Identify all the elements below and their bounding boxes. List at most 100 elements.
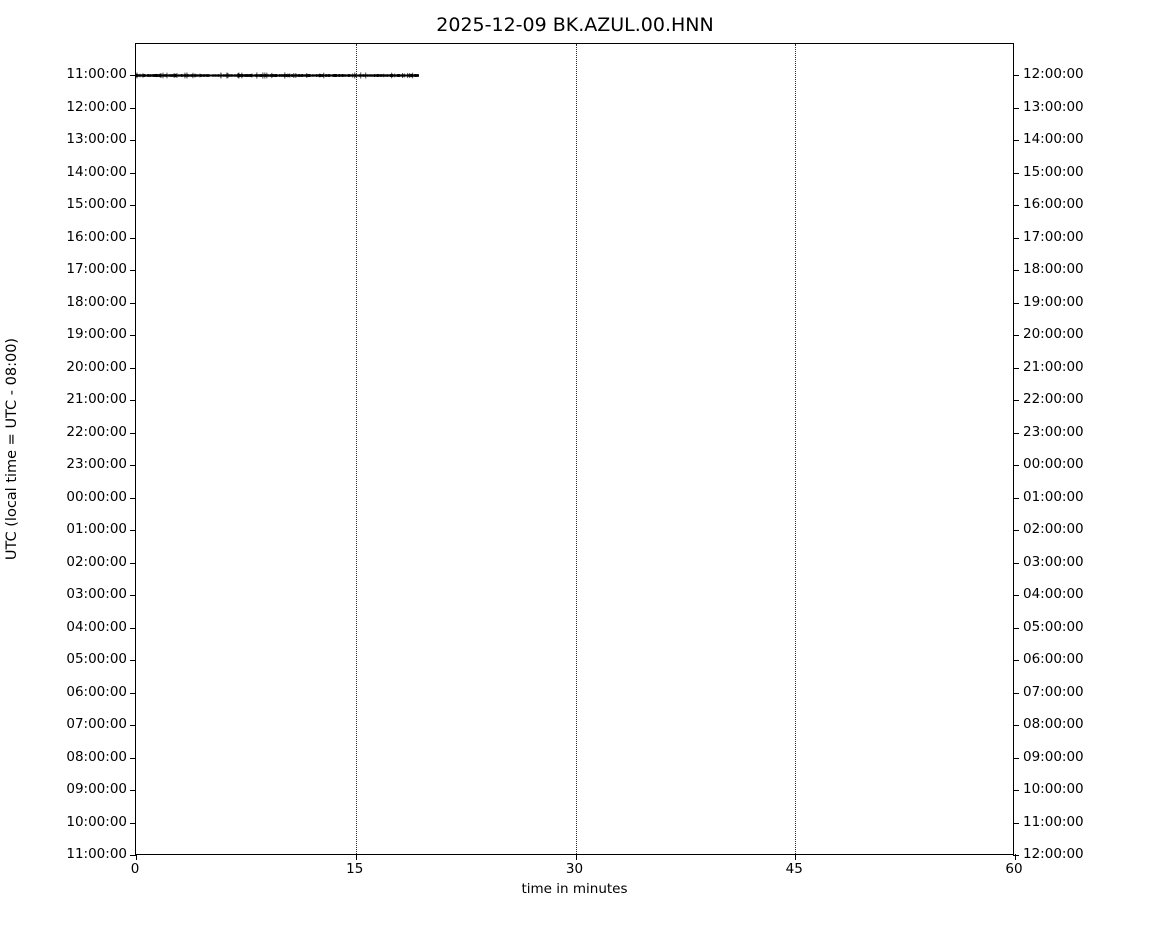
y-axis-left-tick-label: 15:00:00	[66, 196, 127, 212]
y-axis-right-tick-label: 14:00:00	[1023, 131, 1084, 147]
y-axis-left-tick	[130, 855, 136, 856]
y-axis-left-tick-label: 06:00:00	[66, 683, 127, 700]
x-axis-tick-label: 60	[1005, 861, 1023, 877]
y-axis-left-tick-label: 21:00:00	[66, 391, 127, 407]
y-axis-left-tick-label: 18:00:00	[66, 293, 127, 310]
y-axis-right-tick-label: 19:00:00	[1023, 293, 1084, 310]
gridline-vertical	[575, 44, 577, 854]
y-axis-left-tick	[130, 140, 136, 141]
x-axis-tick-label: 15	[346, 861, 364, 877]
y-axis-right-tick	[1013, 530, 1019, 531]
y-axis-right-tick-label: 07:00:00	[1023, 683, 1084, 700]
y-axis-right-tick	[1013, 107, 1019, 109]
y-axis-left-tick-label: 09:00:00	[66, 781, 127, 797]
y-axis-right-tick	[1013, 757, 1019, 759]
y-axis-right-tick-label: 02:00:00	[1023, 521, 1084, 537]
y-axis-right-tick-label: 06:00:00	[1023, 651, 1084, 667]
y-axis-right-tick	[1013, 595, 1019, 596]
y-axis-left-tick-label: 19:00:00	[66, 326, 127, 342]
y-axis-right-tick-label: 18:00:00	[1023, 261, 1084, 277]
y-axis-right-tick	[1013, 725, 1019, 726]
y-axis-left-tick	[130, 302, 136, 304]
y-axis-left-tick	[130, 367, 136, 369]
y-axis-right-tick	[1013, 432, 1019, 434]
y-axis-left-tick-label: 07:00:00	[66, 716, 127, 732]
x-axis-tick	[1015, 854, 1016, 860]
plot-axes	[130, 43, 1019, 860]
x-axis-tick	[795, 854, 797, 860]
y-axis-right-tick	[1013, 270, 1019, 271]
y-axis-left-tick	[130, 660, 136, 661]
y-axis-right-tick	[1013, 335, 1019, 336]
x-axis-title: time in minutes	[521, 881, 628, 897]
plot-area	[136, 44, 1013, 854]
y-axis-right-tick-label: 12:00:00	[1023, 846, 1084, 862]
x-axis-tick	[575, 854, 577, 860]
y-axis-right-tick	[1013, 562, 1019, 564]
y-axis-right-tick-label: 15:00:00	[1023, 163, 1084, 180]
y-axis-right-tick-label: 01:00:00	[1023, 488, 1084, 505]
y-axis-left-tick-label: 10:00:00	[66, 813, 127, 830]
y-axis-left-tick-label: 22:00:00	[66, 423, 127, 440]
y-axis-left-tick-label: 00:00:00	[66, 488, 127, 505]
y-axis-right-tick	[1013, 627, 1019, 629]
y-axis-left-tick	[130, 432, 136, 434]
y-axis-left-tick-label: 14:00:00	[66, 163, 127, 180]
y-axis-left-tick-label: 16:00:00	[66, 228, 127, 245]
seismic-trace	[136, 71, 419, 79]
y-axis-right-tick-label: 11:00:00	[1023, 813, 1084, 830]
y-axis-left-tick	[130, 400, 136, 401]
y-axis-right-tick-label: 17:00:00	[1023, 228, 1084, 245]
y-axis-left-tick	[130, 562, 136, 564]
y-axis-left-tick-label: 12:00:00	[66, 98, 127, 115]
y-axis-left-tick	[130, 237, 136, 239]
y-axis-right-tick-label: 13:00:00	[1023, 98, 1084, 115]
y-axis-left-tick	[130, 757, 136, 759]
y-axis-right-tick	[1013, 660, 1019, 661]
y-axis-right-tick-label: 04:00:00	[1023, 586, 1084, 602]
y-axis-left-tick	[130, 530, 136, 531]
y-axis-right-tick-label: 23:00:00	[1023, 423, 1084, 440]
y-axis-right-tick	[1013, 692, 1019, 694]
y-axis-right-tick	[1013, 75, 1019, 76]
y-axis-left-tick-label: 11:00:00	[66, 66, 127, 82]
y-axis-title: UTC (local time = UTC - 08:00)	[4, 337, 20, 561]
y-axis-right-tick-label: 12:00:00	[1023, 66, 1084, 82]
y-axis-left-tick	[130, 172, 136, 174]
y-axis-left-tick-label: 23:00:00	[66, 456, 127, 472]
y-axis-left-tick-label: 02:00:00	[66, 553, 127, 570]
y-axis-left-tick-label: 13:00:00	[66, 131, 127, 147]
y-axis-right-tick-label: 00:00:00	[1023, 456, 1084, 472]
y-axis-right-tick	[1013, 237, 1019, 239]
y-axis-right-tick-label: 10:00:00	[1023, 781, 1084, 797]
y-axis-left-tick	[130, 465, 136, 466]
x-axis-tick	[355, 854, 357, 860]
gridline-vertical	[355, 44, 357, 854]
page-title: 2025-12-09 BK.AZUL.00.HNN	[436, 14, 714, 36]
y-axis-right-tick	[1013, 205, 1019, 206]
y-axis-right-tick	[1013, 822, 1019, 824]
y-axis-right-tick	[1013, 140, 1019, 141]
y-axis-left-tick	[130, 107, 136, 109]
y-axis-left-tick-label: 03:00:00	[66, 586, 127, 602]
y-axis-right-tick-label: 09:00:00	[1023, 748, 1084, 765]
y-axis-right-tick	[1013, 367, 1019, 369]
y-axis-left-tick	[130, 205, 136, 206]
y-axis-left-tick	[130, 822, 136, 824]
y-axis-left-tick-label: 17:00:00	[66, 261, 127, 277]
trace-waveform	[136, 71, 419, 79]
y-axis-left-tick-label: 08:00:00	[66, 748, 127, 765]
y-axis-left-tick	[130, 75, 136, 76]
y-axis-left-tick	[130, 725, 136, 726]
y-axis-right-tick-label: 16:00:00	[1023, 196, 1084, 212]
y-axis-left-tick-label: 05:00:00	[66, 651, 127, 667]
y-axis-left-tick	[130, 595, 136, 596]
gridline-vertical	[795, 44, 797, 854]
y-axis-right-tick-label: 03:00:00	[1023, 553, 1084, 570]
y-axis-right-tick	[1013, 465, 1019, 466]
y-axis-right-tick-label: 20:00:00	[1023, 326, 1084, 342]
x-axis-tick-label: 45	[785, 861, 803, 877]
y-axis-right-tick	[1013, 172, 1019, 174]
y-axis-right-tick	[1013, 790, 1019, 791]
